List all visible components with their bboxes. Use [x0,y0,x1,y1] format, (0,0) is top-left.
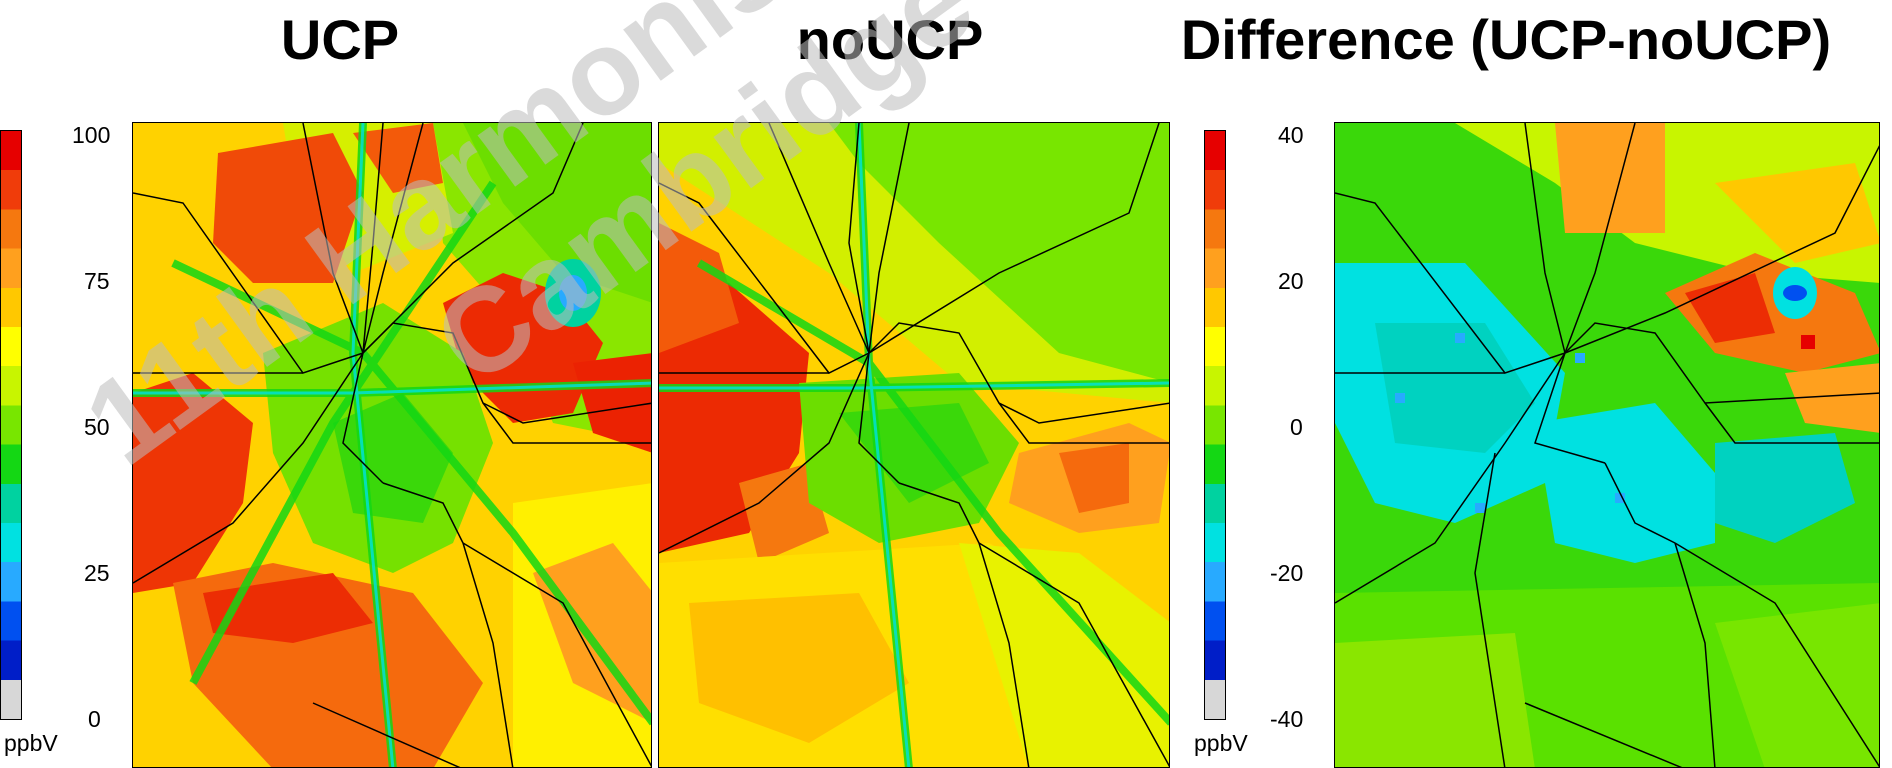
colorbar-tick-75: 75 [84,268,110,294]
map-panel-ucp [132,122,652,768]
colorbar-unit-label-diff: ppbV [1194,730,1248,756]
colorbar-difference [1204,130,1226,720]
colorbar-tick-0-diff: 0 [1290,414,1303,440]
colorbar-tick-0: 0 [88,706,101,732]
heatmap-ucp [133,123,651,767]
colorbar-tick-minus20: -20 [1270,560,1304,586]
colorbar-unit-label: ppbV [4,730,58,756]
heatmap-noucp [659,123,1169,767]
colorbar-tick-50: 50 [84,414,110,440]
panel-title-difference: Difference (UCP-noUCP) [1180,8,1832,71]
colorbar-tick-25: 25 [84,560,110,586]
panel-title-noucp: noUCP [796,8,984,71]
colorbar-concentration [0,130,22,720]
panel-title-ucp: UCP [280,8,400,71]
colorbar-tick-20: 20 [1278,268,1304,294]
map-panel-noucp [658,122,1170,768]
colorbar-tick-40: 40 [1278,122,1304,148]
colorbar-tick-100: 100 [72,122,111,148]
map-panel-difference [1334,122,1880,768]
colorbar-tick-minus40: -40 [1270,706,1304,732]
heatmap-difference [1335,123,1879,767]
